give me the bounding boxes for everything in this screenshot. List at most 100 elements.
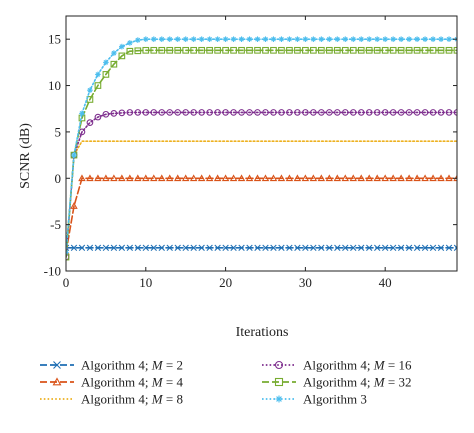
data-point-marker — [286, 46, 293, 54]
data-point-marker — [270, 109, 277, 116]
data-point-marker — [446, 36, 452, 42]
legend-item-5: Algorithm 4; M = 32 — [262, 375, 411, 390]
data-point-marker — [342, 244, 349, 252]
data-point-marker — [94, 82, 102, 89]
data-point-marker — [86, 174, 94, 182]
data-point-marker — [429, 46, 437, 54]
data-point-marker — [181, 174, 190, 182]
legend-swatch-marker — [274, 377, 284, 387]
data-point-marker — [437, 109, 445, 116]
data-point-marker — [190, 109, 198, 116]
data-point-marker — [86, 119, 94, 126]
x-tick-label: 10 — [139, 275, 152, 290]
data-point-marker — [421, 174, 429, 182]
data-point-marker — [238, 244, 245, 252]
data-point-marker — [453, 46, 457, 54]
data-point-marker — [142, 109, 150, 116]
data-point-marker — [206, 244, 213, 252]
data-point-marker — [357, 109, 365, 116]
data-point-marker — [127, 40, 133, 46]
data-point-marker — [198, 109, 206, 116]
data-point-marker — [165, 174, 174, 182]
data-point-marker — [190, 46, 198, 54]
data-point-marker — [437, 174, 445, 182]
data-point-marker — [349, 46, 357, 54]
data-point-marker — [381, 46, 389, 54]
data-point-marker — [70, 244, 78, 252]
data-point-marker — [453, 244, 457, 252]
data-point-marker — [94, 113, 102, 121]
data-point-marker — [293, 174, 302, 182]
data-point-marker — [414, 36, 420, 42]
series-group — [66, 36, 457, 261]
data-point-marker — [222, 46, 229, 54]
data-point-marker — [206, 46, 213, 54]
data-point-marker — [325, 174, 334, 182]
data-point-marker — [381, 109, 389, 116]
data-point-marker — [406, 36, 412, 42]
data-point-marker — [318, 244, 325, 252]
data-point-marker — [445, 46, 453, 54]
y-tick-label: 5 — [55, 124, 62, 139]
data-point-marker — [310, 109, 317, 116]
data-point-marker — [261, 174, 270, 182]
data-point-marker — [158, 174, 166, 182]
data-point-marker — [182, 244, 189, 252]
data-point-marker — [134, 47, 142, 55]
data-point-marker — [254, 46, 261, 54]
data-point-marker — [381, 174, 389, 182]
data-point-marker — [214, 46, 221, 54]
data-point-marker — [206, 36, 213, 42]
legend-label: Algorithm 4; M = 32 — [303, 375, 411, 390]
data-point-marker — [126, 47, 134, 55]
data-point-marker — [373, 109, 381, 116]
data-point-marker — [166, 109, 174, 116]
series-line-4 — [66, 111, 457, 258]
data-point-marker — [350, 36, 357, 42]
series-3 — [66, 140, 457, 254]
data-point-marker — [366, 244, 373, 252]
series-line-3 — [66, 140, 457, 254]
data-point-marker — [254, 109, 261, 116]
data-point-marker — [270, 46, 277, 54]
data-point-marker — [365, 109, 373, 116]
data-point-marker — [382, 36, 388, 42]
data-point-marker — [334, 36, 341, 42]
data-point-marker — [158, 46, 166, 54]
data-point-marker — [397, 244, 405, 252]
data-point-marker — [166, 36, 173, 42]
data-point-marker — [142, 46, 150, 54]
data-point-marker — [102, 71, 110, 78]
data-point-marker — [150, 244, 157, 252]
x-tick-label: 0 — [63, 275, 70, 290]
legend-label: Algorithm 4; M = 8 — [81, 392, 183, 407]
data-point-marker — [349, 174, 358, 182]
data-point-marker — [142, 174, 150, 182]
legend-item-2: Algorithm 4; M = 4 — [40, 375, 183, 390]
data-point-marker — [254, 244, 261, 252]
data-point-marker — [190, 36, 197, 42]
data-point-marker — [390, 36, 396, 42]
data-point-marker — [438, 36, 444, 42]
data-point-marker — [189, 174, 198, 182]
data-point-marker — [134, 109, 142, 116]
y-tick-label: -5 — [50, 217, 61, 232]
data-point-marker — [445, 244, 453, 252]
data-point-marker — [302, 36, 309, 42]
data-point-marker — [397, 109, 405, 116]
data-point-marker — [270, 36, 277, 42]
data-point-marker — [166, 46, 174, 54]
data-point-marker — [79, 110, 85, 117]
data-point-marker — [310, 244, 317, 252]
data-point-marker — [70, 202, 78, 209]
data-point-marker — [126, 109, 134, 116]
data-point-marker — [342, 36, 349, 42]
data-point-marker — [269, 174, 278, 182]
data-point-marker — [278, 109, 285, 116]
data-point-marker — [214, 109, 221, 116]
data-point-marker — [278, 46, 285, 54]
data-point-marker — [286, 109, 293, 116]
data-point-marker — [413, 109, 421, 116]
series-6 — [66, 36, 457, 256]
plot-area — [66, 36, 457, 261]
